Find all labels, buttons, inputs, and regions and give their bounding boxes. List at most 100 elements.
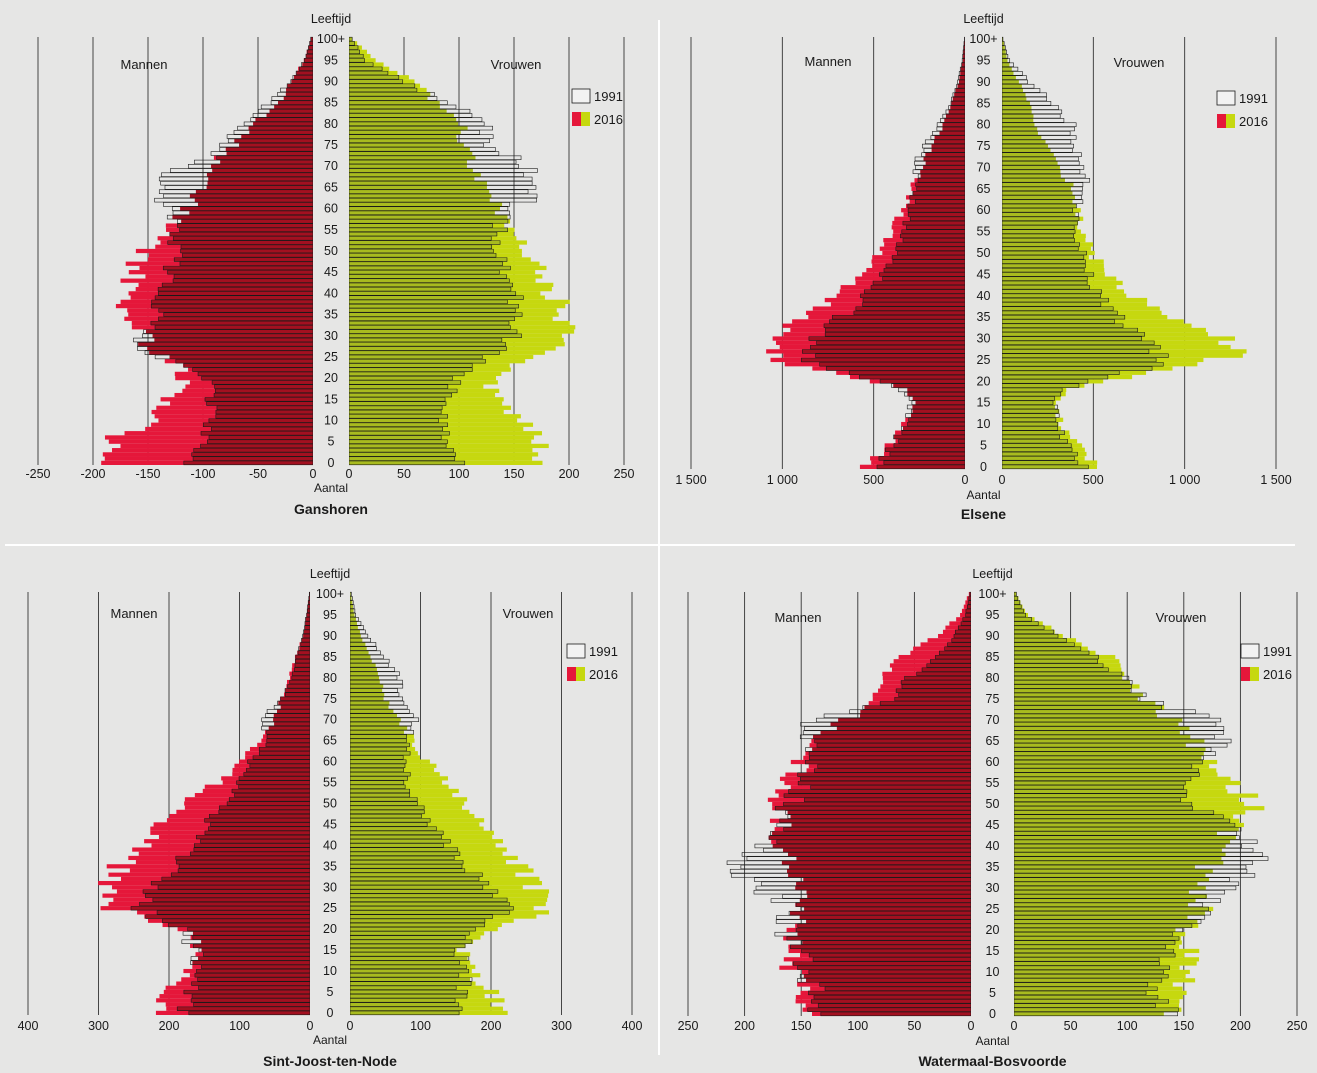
age-tick-label: 45 bbox=[324, 265, 338, 279]
bar-women-2016-core bbox=[1014, 608, 1024, 613]
bar-women-2016-core bbox=[1002, 182, 1074, 187]
bar-men-2016-core bbox=[902, 238, 965, 243]
bar-men-2016-core bbox=[204, 830, 310, 835]
legend-label-1991: 1991 bbox=[1239, 91, 1268, 106]
bar-men-2016-core bbox=[877, 464, 965, 469]
bar-men-2016-core bbox=[788, 789, 971, 794]
bar-women-2016-core bbox=[1002, 203, 1076, 209]
bar-women-1991 bbox=[349, 591, 352, 597]
x-tick-label-women: 1 500 bbox=[1260, 473, 1291, 487]
bar-men-2016-core bbox=[145, 914, 310, 919]
bar-women-2016-core bbox=[350, 935, 466, 940]
bar-women-2016-core bbox=[349, 189, 490, 194]
bar-women-2016-core bbox=[350, 872, 483, 877]
bar-women-2016-core bbox=[1014, 780, 1186, 786]
bar-women-2016-core bbox=[349, 380, 461, 385]
bar-women-2016-core bbox=[1002, 443, 1072, 448]
women-label: Vrouwen bbox=[503, 606, 554, 621]
bar-women-2016-core bbox=[1002, 169, 1061, 174]
bar-men-2016-core bbox=[789, 864, 971, 870]
bar-men-2016-core bbox=[194, 843, 310, 848]
bar-men-2016-core bbox=[191, 981, 310, 986]
bar-men-2016-core bbox=[208, 418, 313, 423]
bar-women-2016-core bbox=[349, 151, 473, 156]
age-tick-label: 80 bbox=[323, 671, 337, 685]
bar-women-2016-core bbox=[1014, 827, 1239, 832]
bar-women-2016-core bbox=[1014, 612, 1026, 618]
bar-men-2016-core bbox=[935, 654, 971, 660]
x-tick-label-men: 50 bbox=[907, 1019, 921, 1033]
bar-women-2016-core bbox=[349, 295, 524, 300]
age-tick-label: 75 bbox=[986, 692, 1000, 706]
bar-women-2016-core bbox=[349, 125, 468, 131]
x-tick-label-men: 1 500 bbox=[675, 473, 706, 487]
bar-women-2016-core bbox=[1002, 96, 1027, 102]
bar-women-2016-core bbox=[349, 130, 461, 135]
pyramid-panel-3: 0 5 10 15 20 25 30 35 40 45 50 55 60 65 70 75 80 85 90 95 10… bbox=[18, 567, 643, 1069]
x-tick-label-women: 200 bbox=[559, 467, 580, 481]
bar-women-2016-core bbox=[1002, 195, 1075, 200]
bar-women-2016-core bbox=[1014, 932, 1173, 937]
bar-women-2016-core bbox=[1002, 126, 1038, 132]
bar-women-2016-core bbox=[350, 864, 462, 869]
bar-women-2016-core bbox=[1002, 280, 1088, 286]
bar-men-2016-core bbox=[195, 189, 313, 194]
bar-men-2016-core bbox=[810, 785, 971, 790]
bar-men-2016-core bbox=[897, 250, 965, 256]
bar-men-2016-core bbox=[143, 889, 310, 894]
bar-women-2016-core bbox=[1014, 696, 1138, 702]
bar-women-2016-core bbox=[349, 62, 374, 67]
bar-men-2016-core bbox=[155, 295, 313, 300]
bar-men-2016-core bbox=[201, 964, 310, 969]
age-tick-label: 5 bbox=[327, 985, 334, 999]
bar-women-2016-core bbox=[1014, 772, 1200, 777]
bar-men-2016-core bbox=[286, 87, 313, 93]
bar-women-2016-core bbox=[1002, 225, 1075, 230]
age-tick-label: 90 bbox=[324, 74, 338, 88]
bar-men-2016-core bbox=[162, 918, 310, 923]
bar-men-2016-core bbox=[231, 788, 310, 794]
bar-women-2016-core bbox=[1002, 139, 1046, 144]
age-tick-label: 70 bbox=[324, 159, 338, 173]
legend: 1991 2016 bbox=[571, 88, 623, 127]
bar-women-2016-core bbox=[1002, 208, 1073, 213]
pyramid-panel-2: 0 5 10 15 20 25 30 35 40 45 50 55 60 65 70 75 80 85 90 95 10… bbox=[675, 12, 1291, 522]
bar-women-2016-core bbox=[349, 37, 353, 42]
bar-women-2016-core bbox=[349, 359, 486, 364]
bar-men-2016-core bbox=[922, 667, 971, 672]
x-tick-label-women: 100 bbox=[410, 1019, 431, 1033]
bar-women-2016-core bbox=[1014, 671, 1122, 676]
bar-men-2016-core bbox=[912, 396, 965, 401]
bar-men-2016-core bbox=[909, 195, 965, 200]
bar-men-2016-core bbox=[204, 818, 310, 823]
bar-women-2016-core bbox=[350, 755, 404, 760]
bar-men-2016-core bbox=[173, 236, 313, 241]
bar-women-2016-core bbox=[350, 738, 407, 743]
bar-men-2016-core bbox=[950, 105, 965, 110]
bar-men-2016-core bbox=[193, 847, 310, 852]
bar-women-2016-core bbox=[1002, 152, 1054, 157]
bar-men-2016-core bbox=[885, 263, 965, 268]
bar-women-2016-core bbox=[1014, 604, 1022, 609]
bar-women-2016-core bbox=[350, 625, 358, 630]
bar-men-2016-core bbox=[292, 671, 310, 676]
age-tick-label: 40 bbox=[324, 286, 338, 300]
bar-women-2016-core bbox=[1014, 776, 1191, 781]
bar-men-2016-core bbox=[883, 267, 965, 273]
bar-women-2016-core bbox=[1014, 642, 1075, 647]
legend-label-2016: 2016 bbox=[594, 112, 623, 127]
bar-women-2016-core bbox=[350, 721, 400, 727]
bar-women-2016-core bbox=[350, 713, 397, 718]
bar-men-2016-core bbox=[167, 240, 313, 245]
bar-men-2016-core bbox=[801, 357, 965, 363]
bar-men-2016-core bbox=[180, 244, 313, 249]
bar-men-2016-core bbox=[824, 323, 965, 328]
age-tick-label: 75 bbox=[324, 138, 338, 152]
age-tick-label: 30 bbox=[323, 880, 337, 894]
bar-women-2016-core bbox=[350, 1006, 463, 1011]
bar-men-2016-core bbox=[310, 37, 313, 42]
bar-women-2016-core bbox=[1014, 814, 1224, 819]
bar-men-2016-core bbox=[178, 868, 310, 873]
bar-women-2016-core bbox=[350, 843, 444, 848]
age-tick-label: 85 bbox=[977, 96, 991, 110]
